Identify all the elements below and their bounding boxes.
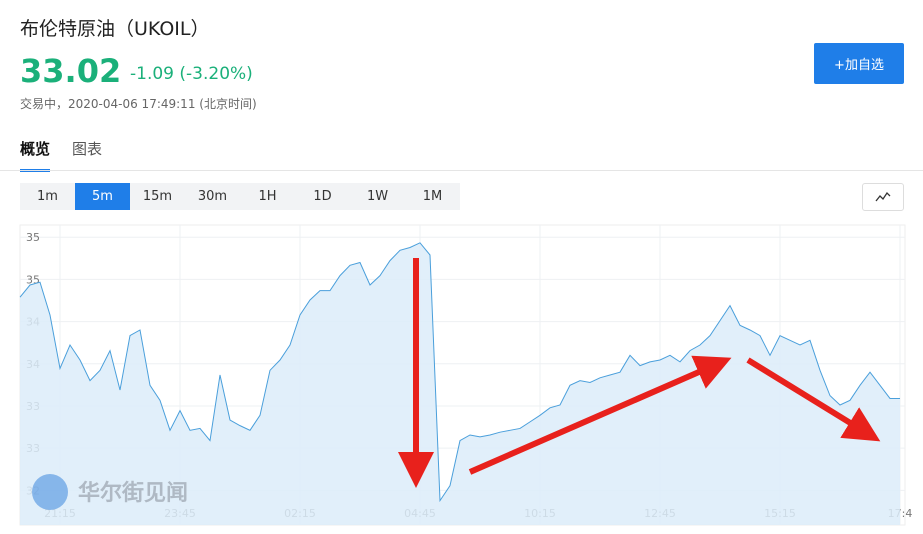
- annotation-arrow: [746, 357, 881, 442]
- chart-type-button[interactable]: [862, 183, 904, 211]
- watermark-logo: [32, 474, 68, 510]
- annotation-arrow: [468, 355, 732, 475]
- interval-button[interactable]: 30m: [197, 189, 228, 204]
- chart-icon: [875, 191, 891, 202]
- divider: [0, 170, 923, 171]
- interval-button[interactable]: 1W: [366, 189, 389, 204]
- interval-button[interactable]: 1D: [313, 189, 332, 204]
- intervals: 1m 5m 15m 30m 1H 1D 1W 1M: [20, 183, 460, 210]
- interval-button[interactable]: 1H: [258, 189, 277, 204]
- y-tick-label: 35: [26, 231, 40, 244]
- line: [19, 242, 900, 503]
- interval-button[interactable]: 1M: [422, 189, 443, 204]
- interval-button[interactable]: 5m: [75, 183, 130, 210]
- change: -1.09 (-3.20%): [130, 64, 253, 84]
- status: 交易中，2020-04-06 17:49:11 (北京时间): [20, 97, 257, 111]
- title: 布伦特原油（UKOIL）: [20, 18, 210, 40]
- watermark: 华尔街见闻: [78, 480, 188, 506]
- price: 33.02: [20, 52, 122, 90]
- interval-button[interactable]: 1m: [37, 189, 58, 204]
- area: [20, 242, 900, 525]
- tab[interactable]: 图表: [72, 140, 103, 158]
- add-watchlist-button[interactable]: +加自选: [814, 43, 904, 84]
- interval-button[interactable]: 15m: [142, 189, 173, 204]
